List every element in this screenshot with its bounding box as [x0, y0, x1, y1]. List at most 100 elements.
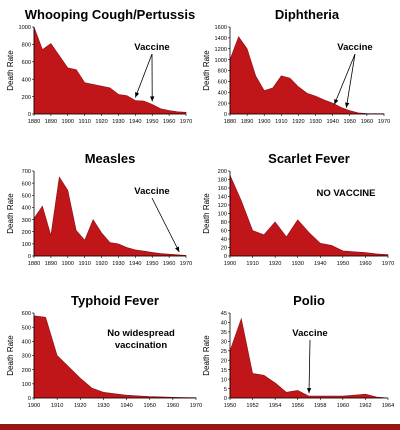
annotation-text: Vaccine — [134, 42, 169, 53]
y-tick-label: 180 — [218, 178, 227, 184]
y-tick-label: 35 — [221, 330, 227, 336]
annotation-arrow — [334, 53, 356, 105]
y-axis-label: Death Rate — [6, 193, 15, 234]
y-tick-label: 300 — [22, 218, 31, 224]
y-tick-label: 400 — [22, 206, 31, 212]
y-tick-label: 800 — [218, 69, 227, 75]
chart-title: Measles — [85, 151, 136, 166]
x-tick-label: 1890 — [45, 261, 57, 267]
arrow-head — [344, 102, 350, 108]
chart-title: Whooping Cough/Pertussis — [25, 7, 195, 22]
annotation-arrow — [134, 53, 153, 98]
x-tick-label: 1930 — [309, 119, 321, 125]
x-tick-label: 1920 — [292, 119, 304, 125]
x-tick-label: 1910 — [78, 261, 90, 267]
y-tick-label: 500 — [22, 193, 31, 199]
chart-6: Polio 0 5 10 15 20 25 30 35 40 45 1950 1952 1954 1956 1… — [202, 293, 394, 409]
annotation-text: Vaccine — [292, 328, 327, 339]
y-tick-label: 80 — [221, 220, 227, 226]
y-tick-label: 40 — [221, 321, 227, 327]
x-tick-label: 1910 — [275, 119, 287, 125]
x-tick-label: 1900 — [28, 403, 40, 409]
y-tick-label: 15 — [221, 368, 227, 374]
x-tick-label: 1900 — [258, 119, 270, 125]
annotation-arrow — [308, 339, 311, 394]
x-tick-label: 1940 — [326, 119, 338, 125]
x-tick-label: 1900 — [62, 261, 74, 267]
x-tick-label: 1900 — [62, 119, 74, 125]
y-tick-label: 600 — [218, 80, 227, 86]
annotation-text: Vaccine — [134, 186, 169, 197]
y-tick-label: 25 — [221, 349, 227, 355]
chart-title: Diphtheria — [275, 7, 340, 22]
x-tick-label: 1952 — [246, 403, 258, 409]
chart-4: Scarlet Fever 0 20 40 60 80 100 120 140 160 180 200… — [202, 151, 394, 267]
series-area — [33, 176, 187, 257]
bottom-band — [0, 424, 400, 430]
x-tick-label: 1930 — [112, 261, 124, 267]
chart-title: Scarlet Fever — [268, 151, 350, 166]
arrow-head — [306, 388, 312, 394]
y-tick-label: 200 — [22, 230, 31, 236]
y-tick-label: 160 — [218, 186, 227, 192]
y-tick-label: 300 — [22, 354, 31, 360]
y-tick-label: 1600 — [215, 25, 227, 31]
chart-2: Diphtheria 0 200 400 600 800 1000 1200 1400 1600 1… — [202, 7, 390, 125]
x-tick-label: 1910 — [246, 261, 258, 267]
x-tick-label: 1970 — [180, 119, 192, 125]
x-tick-label: 1954 — [269, 403, 281, 409]
y-tick-label: 40 — [221, 237, 227, 243]
x-tick-label: 1930 — [291, 261, 303, 267]
x-tick-label: 1950 — [146, 119, 158, 125]
x-tick-label: 1950 — [143, 403, 155, 409]
y-tick-label: 1000 — [215, 58, 227, 64]
y-tick-label: 600 — [22, 311, 31, 317]
x-tick-label: 1950 — [337, 261, 349, 267]
x-tick-label: 1880 — [28, 119, 40, 125]
y-tick-label: 600 — [22, 60, 31, 66]
y-tick-label: 0 — [28, 112, 31, 118]
chart-title: Typhoid Fever — [71, 293, 159, 308]
x-tick-label: 1940 — [120, 403, 132, 409]
x-tick-label: 1970 — [382, 261, 394, 267]
arrow-head — [135, 92, 140, 98]
y-axis-label: Death Rate — [6, 50, 15, 91]
y-tick-label: 0 — [28, 396, 31, 402]
chart-title: Polio — [293, 293, 325, 308]
y-tick-label: 200 — [218, 169, 227, 175]
x-tick-label: 1910 — [51, 403, 63, 409]
y-tick-label: 200 — [22, 95, 31, 101]
x-tick-label: 1962 — [359, 403, 371, 409]
x-tick-label: 1920 — [269, 261, 281, 267]
annotation-text: No widespread vaccination — [107, 328, 175, 351]
y-axis-label: Death Rate — [6, 335, 15, 376]
x-tick-label: 1940 — [129, 261, 141, 267]
y-tick-label: 800 — [22, 43, 31, 49]
y-tick-label: 500 — [22, 325, 31, 331]
series-area — [229, 317, 389, 399]
x-tick-label: 1910 — [78, 119, 90, 125]
y-axis-label: Death Rate — [202, 193, 211, 234]
y-tick-label: 400 — [218, 90, 227, 96]
x-tick-label: 1900 — [224, 261, 236, 267]
y-tick-label: 45 — [221, 311, 227, 317]
x-tick-label: 1880 — [28, 261, 40, 267]
y-tick-label: 0 — [224, 112, 227, 118]
x-tick-label: 1960 — [167, 403, 179, 409]
y-tick-label: 120 — [218, 203, 227, 209]
y-tick-label: 0 — [224, 396, 227, 402]
x-tick-label: 1940 — [129, 119, 141, 125]
x-tick-label: 1958 — [314, 403, 326, 409]
x-tick-label: 1890 — [45, 119, 57, 125]
y-tick-label: 100 — [22, 382, 31, 388]
y-tick-label: 1400 — [215, 36, 227, 42]
x-tick-label: 1960 — [163, 119, 175, 125]
x-tick-label: 1950 — [344, 119, 356, 125]
y-tick-label: 5 — [224, 387, 227, 393]
x-tick-label: 1950 — [146, 261, 158, 267]
y-tick-label: 0 — [28, 254, 31, 260]
y-tick-label: 10 — [221, 377, 227, 383]
x-tick-label: 1970 — [378, 119, 390, 125]
chart-3: Measles 0 100 200 300 400 500 600 700 1880 1890 190… — [6, 151, 192, 267]
